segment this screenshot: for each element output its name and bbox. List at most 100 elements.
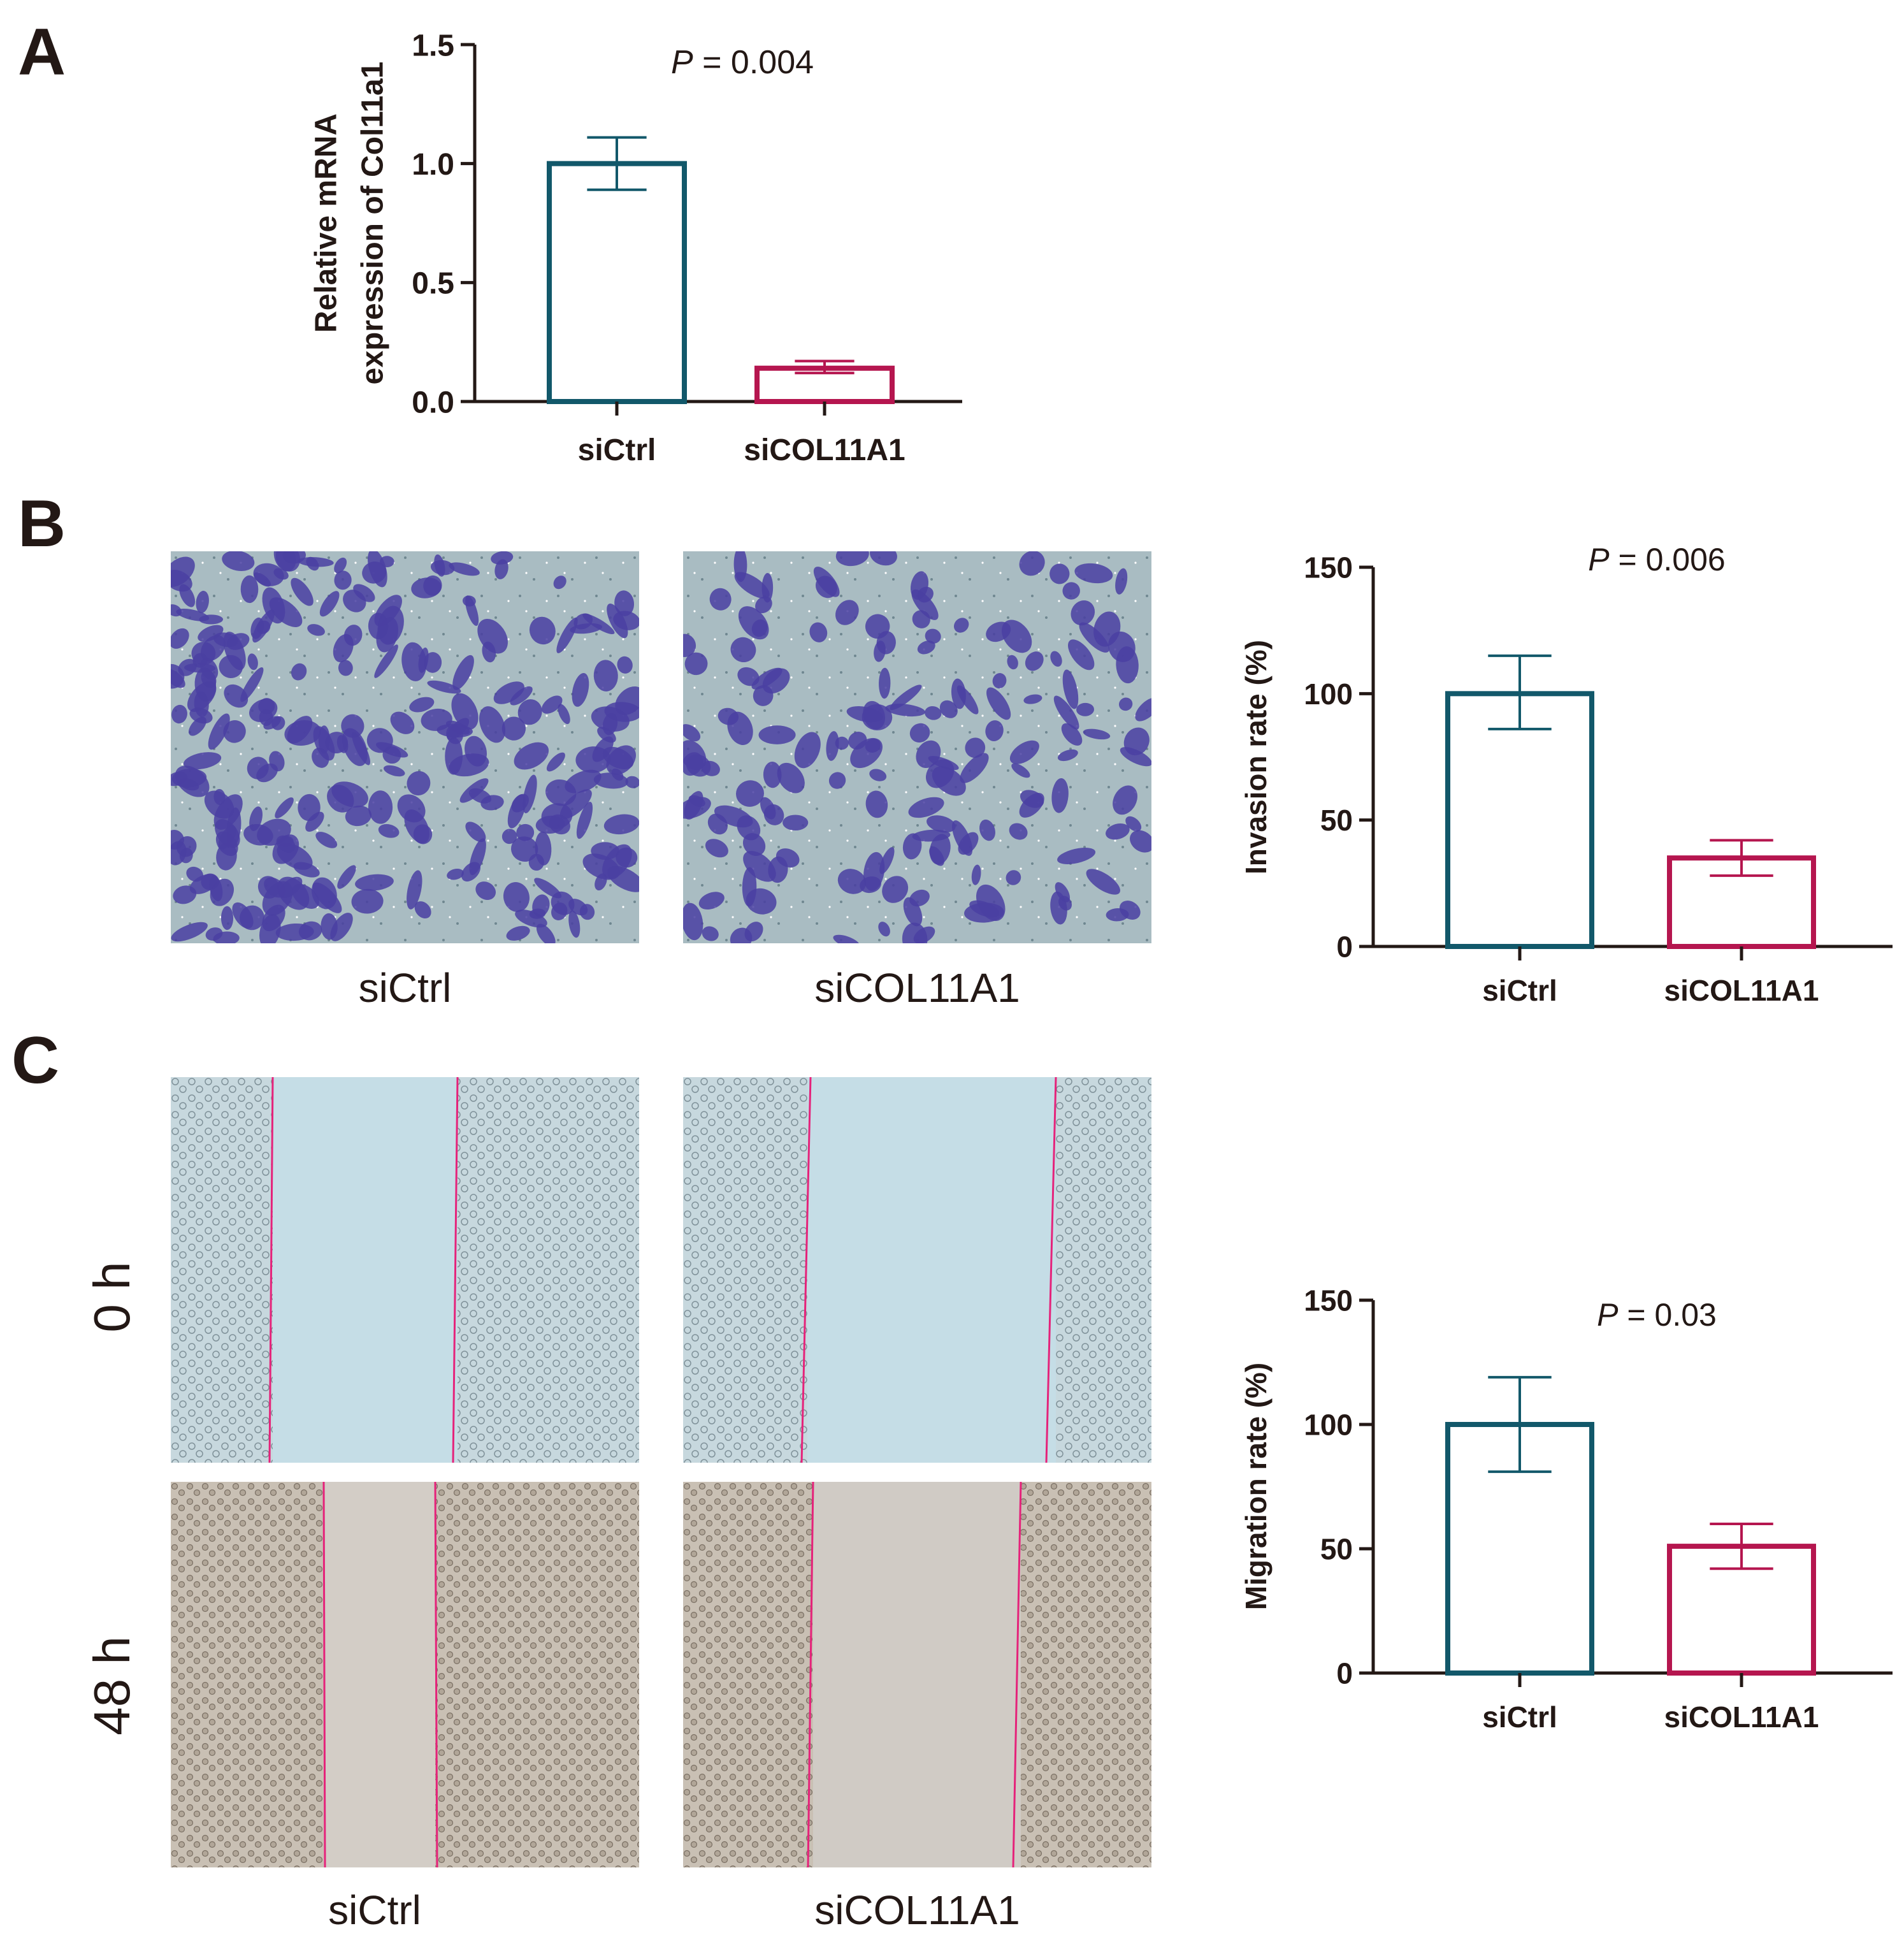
stained-cell [835, 736, 849, 750]
stained-cell [742, 833, 766, 856]
y-tick-label: 50 [1320, 804, 1353, 837]
y-tick-label: 150 [1304, 551, 1353, 584]
stained-cell [176, 608, 210, 621]
stained-cell [409, 697, 435, 713]
stained-cell [501, 829, 517, 844]
row-label-0h: 0 h [83, 1261, 140, 1333]
stained-cell [909, 723, 930, 743]
stained-cell [407, 771, 431, 796]
stained-cell [362, 561, 387, 584]
stained-cell [911, 589, 939, 620]
stained-cell [1011, 763, 1030, 778]
stained-cell [833, 934, 860, 943]
stained-cell [702, 926, 719, 941]
stained-cell [969, 900, 999, 918]
stained-cell [171, 704, 187, 724]
stained-cell [345, 805, 371, 827]
stained-cell [1071, 600, 1095, 626]
stained-cell [698, 892, 725, 910]
stained-cell [912, 610, 930, 628]
stained-cell [232, 902, 254, 929]
stained-cell [414, 901, 431, 919]
stained-cell [734, 572, 770, 599]
stained-cell [709, 588, 732, 611]
stained-cell [952, 820, 973, 856]
stained-cell [325, 732, 348, 754]
stained-cell [882, 876, 909, 903]
stained-cell [869, 769, 887, 781]
wound-sicol11a1-0h-drawing [683, 1077, 1151, 1463]
stained-cell [1062, 669, 1079, 709]
stained-cell [971, 864, 981, 885]
stained-cell [565, 769, 602, 793]
y-tick-label: 0.5 [412, 267, 454, 301]
stained-cell [501, 716, 526, 741]
stained-cell [551, 902, 568, 920]
p-value-annotation: P = 0.03 [1597, 1297, 1717, 1333]
stained-cell [602, 713, 618, 735]
stained-cell [333, 634, 354, 663]
stained-cell [240, 667, 264, 702]
bar-sictrl [1445, 691, 1594, 949]
stained-cell [1019, 551, 1045, 576]
stained-cell [171, 922, 208, 942]
stained-cell [606, 745, 636, 775]
wound-image-sictrl-0h [171, 1077, 639, 1463]
x-tick-label: siCtrl [1482, 1700, 1557, 1734]
transwell-sicol11a1-texture [683, 551, 1151, 943]
stained-cell [1079, 622, 1109, 653]
stained-cell [758, 725, 796, 744]
stained-cell [925, 628, 941, 644]
stained-cell [312, 882, 342, 913]
stained-cell [427, 680, 461, 694]
stained-cell [201, 670, 217, 688]
caption-b-sictrl: siCtrl [358, 965, 452, 1011]
y-tick-label: 0.0 [412, 386, 454, 419]
stained-cell [572, 672, 589, 707]
stained-cell [171, 556, 195, 587]
stained-cell [219, 655, 243, 678]
stained-cell [273, 551, 296, 572]
stained-cell [449, 562, 480, 576]
stained-cell [171, 628, 189, 649]
x-tick-label: siCtrl [578, 433, 656, 467]
bar-sictrl [547, 161, 687, 404]
transwell-sictrl-texture [171, 551, 639, 943]
stained-cell [615, 686, 639, 715]
stained-cell [201, 873, 219, 890]
stained-cell [744, 922, 763, 942]
stained-cell [511, 793, 529, 813]
stained-cell [351, 888, 384, 914]
stained-cell [863, 851, 885, 891]
stained-cell [291, 663, 307, 681]
wound-sicol11a1-48h-drawing [683, 1482, 1151, 1867]
stained-cell [874, 641, 886, 662]
stained-cell [1009, 823, 1028, 840]
caption-c-sictrl: siCtrl [328, 1887, 421, 1933]
panel-letter-c: C [11, 1024, 60, 1098]
stained-cell [1115, 568, 1128, 595]
stained-cell [558, 704, 570, 725]
stained-cell [374, 644, 398, 678]
stained-cell [1062, 582, 1080, 600]
y-tick-label: 1.5 [412, 29, 454, 62]
stained-cell [956, 685, 979, 714]
stained-cell [960, 753, 989, 783]
stained-cell [718, 707, 739, 725]
stained-cell [338, 660, 353, 676]
stained-cell [368, 790, 393, 824]
stained-cell [684, 652, 708, 676]
wound-image-sictrl-48h [171, 1482, 639, 1867]
stained-cell [529, 616, 556, 645]
stained-cell [737, 667, 760, 686]
stained-cell [514, 742, 549, 770]
chart-migration-rate: 0 50 100 150 siCtrl siCOL11A1 Migration rate (… [1239, 1284, 1893, 1734]
stained-cell [178, 778, 199, 791]
stained-cell [249, 699, 278, 722]
stained-cell [479, 706, 506, 743]
stained-cell [828, 772, 846, 789]
stained-cell [298, 921, 322, 941]
stained-cell [376, 742, 408, 758]
p-value-annotation: P = 0.006 [1588, 542, 1725, 577]
y-tick-label: 0 [1336, 931, 1353, 964]
